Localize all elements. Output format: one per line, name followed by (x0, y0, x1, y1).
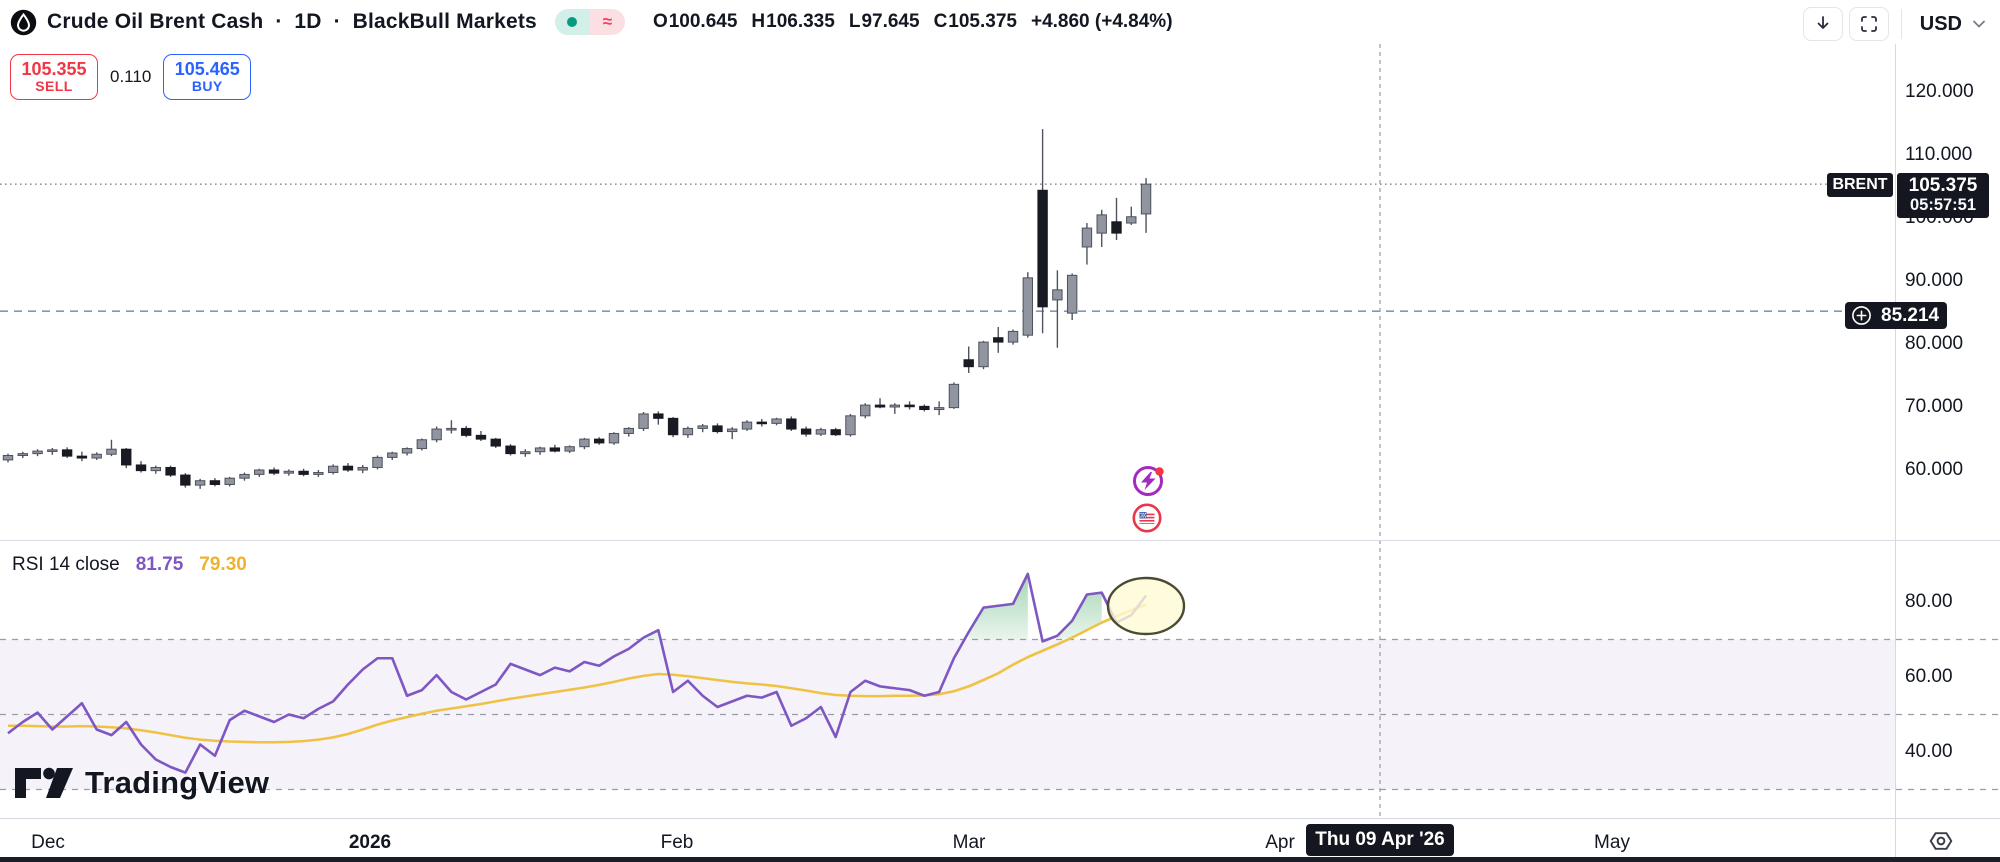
time-axis-label: Dec (31, 832, 65, 853)
market-open-dot-icon (554, 9, 590, 35)
buy-price: 105.465 (174, 59, 240, 80)
symbol-price-tag: BRENT (1827, 173, 1893, 197)
rsi-tick-label: 40.00 (1905, 741, 1953, 762)
last-price-value: 105.375 (1908, 175, 1978, 196)
price-tick-label: 60.000 (1905, 459, 1964, 480)
plus-circle-icon (1852, 306, 1871, 325)
tradingview-wordmark: TradingView (85, 765, 270, 800)
market-status-badge[interactable]: ≈ (554, 9, 625, 35)
price-tick-label: 80.000 (1905, 333, 1964, 354)
rsi-highlight-ellipse (1106, 576, 1186, 636)
us-flag-icon (1139, 512, 1155, 524)
tradingview-logo[interactable]: TradingView (13, 764, 269, 802)
download-button[interactable] (1802, 7, 1843, 41)
rsi-ma-value: 79.30 (199, 554, 247, 575)
rsi-value: 81.75 (135, 554, 184, 575)
time-axis-label: 2026 (348, 832, 392, 853)
alert-price-value: 85.214 (1881, 304, 1940, 326)
axis-settings-button[interactable] (1928, 828, 1954, 859)
rsi-title: RSI 14 close (12, 554, 120, 575)
trade-panel: 105.355 SELL 0.110 105.465 BUY (10, 54, 252, 100)
fullscreen-icon (1860, 16, 1877, 32)
rsi-tick-label: 60.00 (1905, 666, 1953, 687)
header-separator (1900, 9, 1902, 39)
low-label: L (848, 11, 861, 32)
sell-label: SELL (35, 78, 73, 95)
bar-countdown: 05:57:51 (1909, 196, 1977, 214)
sell-price: 105.355 (21, 59, 87, 80)
download-arrow-icon (1817, 16, 1829, 29)
change-value: +4.860 (+4.84%) (1030, 11, 1173, 32)
interval-label[interactable]: 1D (294, 10, 322, 33)
low-value: 97.645 (861, 11, 920, 32)
delayed-data-icon: ≈ (589, 9, 625, 35)
currency-selector[interactable]: USD (1914, 11, 1992, 38)
sell-button[interactable]: 105.355 SELL (10, 54, 98, 100)
time-axis-border[interactable] (0, 818, 2000, 819)
oil-symbol-icon[interactable] (10, 9, 37, 36)
price-tick-label: 110.000 (1905, 144, 1973, 165)
timezone-settings-icon (1929, 832, 1953, 850)
time-axis-label: May (1594, 832, 1630, 853)
spread-value: 0.110 (110, 67, 152, 86)
close-value: 105.375 (948, 11, 1017, 32)
price-tick-label: 90.000 (1905, 270, 1964, 291)
open-value: 100.645 (668, 11, 738, 32)
title-separator-2: · (333, 10, 341, 33)
chart-header: Crude Oil Brent Cash · 1D · BlackBull Ma… (0, 0, 2000, 44)
us-flag-event-icon[interactable] (1130, 501, 1164, 540)
high-label: H (751, 11, 766, 32)
time-axis-label: Feb (660, 832, 694, 853)
high-value: 106.335 (766, 11, 835, 32)
lightning-bolt-icon (1141, 472, 1156, 490)
buy-button[interactable]: 105.465 BUY (163, 54, 252, 100)
rsi-legend[interactable]: RSI 14 close 81.75 79.30 (12, 554, 247, 576)
buy-label: BUY (191, 78, 223, 95)
open-label: O (652, 11, 668, 32)
price-axis-border[interactable] (1895, 44, 1896, 858)
tradingview-glyph-icon (15, 767, 73, 798)
pane-divider[interactable] (0, 540, 2000, 541)
price-tick-label: 120.000 (1905, 81, 1974, 102)
bottom-edge (0, 857, 2000, 862)
rsi-tick-label: 80.00 (1905, 591, 1953, 612)
crosshair-date-tooltip: Thu 09 Apr '26 (1306, 824, 1454, 856)
price-tick-label: 70.000 (1905, 396, 1964, 417)
alert-price-label[interactable]: 85.214 (1845, 302, 1948, 329)
close-label: C (933, 11, 948, 32)
last-price-label: 105.375 05:57:51 (1897, 173, 1989, 218)
chevron-down-icon (1973, 20, 1985, 28)
notification-dot-icon (1155, 467, 1164, 476)
fullscreen-button[interactable] (1848, 7, 1889, 41)
currency-label: USD (1919, 12, 1962, 35)
ohlc-readout: O 100.645 H 106.335 L 97.645 C 105.375 +4.86… (653, 11, 1173, 33)
market-label[interactable]: BlackBull Markets (352, 10, 537, 33)
title-separator: · (275, 10, 283, 33)
time-axis-label: Apr (1265, 832, 1295, 853)
economic-event-icon[interactable] (1130, 462, 1168, 505)
time-axis-label: Mar (952, 832, 986, 853)
symbol-title[interactable]: Crude Oil Brent Cash (47, 10, 264, 33)
